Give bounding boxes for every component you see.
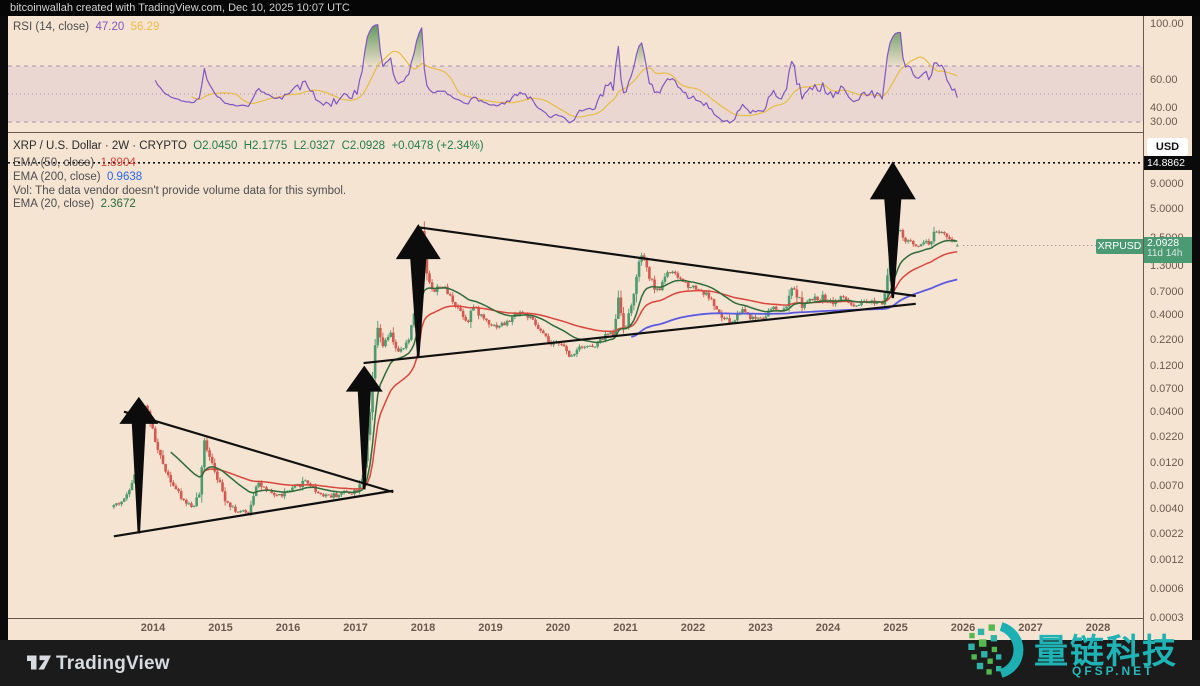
last-price-badge: 2.0928 11d 14h	[1144, 237, 1192, 263]
currency-toggle-button[interactable]: USD	[1147, 138, 1188, 156]
year-tick-label: 2023	[748, 622, 773, 634]
year-tick-label: 2022	[680, 622, 706, 634]
price-tick-label: 0.0120	[1150, 456, 1184, 469]
watermark-logo-icon	[968, 622, 1024, 678]
symbol-price-tag: XRPUSD	[1096, 239, 1143, 254]
ohlc-close: C2.0928	[341, 140, 386, 152]
price-tick-label: 0.1200	[1150, 359, 1184, 372]
year-tick-label: 2015	[208, 622, 233, 634]
price-tick-label: 0.0400	[1150, 406, 1184, 419]
price-tick-label: 0.0700	[1150, 382, 1184, 395]
price-tick-label: 0.4000	[1150, 309, 1184, 322]
year-tick-label: 2020	[545, 622, 571, 634]
ohlc-high: H2.1775	[243, 140, 288, 152]
volume-note: Vol: The data vendor doesn't provide vol…	[13, 185, 347, 197]
ema20-label: EMA (20, close)	[13, 198, 95, 210]
symbol-title: XRP / U.S. Dollar · 2W · CRYPTO	[13, 140, 187, 152]
ema20-legend-row: EMA (20, close) 2.3672	[13, 198, 136, 210]
price-tick-label: 0.0012	[1150, 553, 1184, 566]
level-price-badge: 14.8862	[1144, 156, 1192, 170]
ohlc-open: O2.0450	[193, 140, 238, 152]
price-tick-label: 0.2200	[1150, 334, 1184, 347]
price-tick-label: 0.0022	[1150, 528, 1184, 541]
year-tick-label: 2021	[613, 622, 638, 634]
last-price-value: 2.0928	[1147, 237, 1180, 249]
rsi-tick-label: 30.00	[1150, 116, 1178, 128]
rsi-tick-label: 40.00	[1150, 102, 1178, 114]
year-tick-label: 2014	[140, 622, 166, 634]
footer-bar: TradingView	[0, 640, 1200, 686]
year-tick-label: 2025	[883, 622, 908, 634]
watermark: 量链科技 QFSP.NET	[964, 618, 1194, 684]
ohlc-change: +0.0478 (+2.34%)	[391, 140, 484, 152]
watermark-name: 量链科技	[1034, 633, 1178, 671]
year-tick-label: 2018	[410, 622, 436, 634]
rsi-ma-value: 56.29	[130, 21, 160, 33]
year-tick-label: 2026	[950, 622, 976, 634]
price-tick-label: 0.0220	[1150, 431, 1184, 444]
year-tick-label: 2016	[275, 622, 301, 634]
year-tick-label: 2024	[815, 622, 841, 634]
price-tick-label: 0.0003	[1150, 612, 1184, 625]
rsi-tick-label: 100.00	[1150, 18, 1184, 30]
rsi-legend-label: RSI (14, close)	[13, 21, 90, 33]
price-tick-label: 5.0000	[1150, 202, 1184, 215]
price-tick-label: 0.7000	[1150, 285, 1184, 298]
year-tick-label: 2028	[1085, 622, 1111, 634]
volume-note-row: Vol: The data vendor doesn't provide vol…	[13, 185, 346, 197]
rsi-value: 47.20	[95, 21, 125, 33]
tradingview-logo-icon[interactable]	[26, 654, 52, 671]
watermark-site: QFSP.NET	[1072, 664, 1155, 678]
ema200-legend-row: EMA (200, close) 0.9638	[13, 171, 142, 183]
price-tick-label: 0.0070	[1150, 479, 1184, 492]
price-tick-label: 0.0040	[1150, 503, 1184, 516]
ohlc-low: L2.0327	[293, 140, 336, 152]
ema200-label: EMA (200, close)	[13, 171, 101, 183]
ema50-value: 1.8904	[100, 157, 136, 169]
price-tick-label: 9.0000	[1150, 178, 1184, 191]
rsi-tick-label: 60.00	[1150, 74, 1178, 86]
rsi-legend: RSI (14, close) 47.20 56.29	[13, 21, 159, 33]
ema50-legend-row: EMA (50, close) 1.8904	[13, 157, 136, 169]
ema200-value: 0.9638	[106, 171, 143, 183]
year-tick-label: 2017	[343, 622, 368, 634]
tradingview-wordmark[interactable]: TradingView	[56, 653, 170, 674]
ema20-value: 2.3672	[100, 198, 136, 210]
symbol-legend-row: XRP / U.S. Dollar · 2W · CRYPTO O2.0450 …	[13, 140, 484, 152]
bar-countdown: 11d 14h	[1147, 248, 1183, 259]
year-tick-label: 2027	[1018, 622, 1043, 634]
year-tick-label: 2019	[478, 622, 503, 634]
ema50-label: EMA (50, close)	[13, 157, 95, 169]
price-tick-label: 0.0006	[1150, 583, 1184, 596]
